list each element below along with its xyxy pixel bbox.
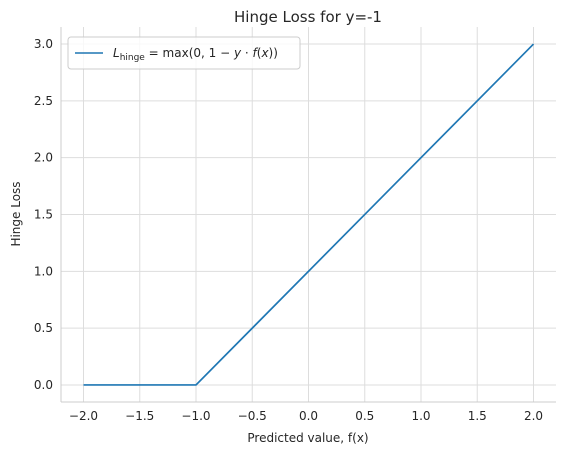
legend: Lhinge = max(0, 1 − y · f(x)) <box>67 36 301 70</box>
tick-labels: −2.0 −1.5 −1.0 −0.5 0.0 0.5 1.0 1.5 2.0 0.0 0.5 1.0… <box>34 37 543 423</box>
x-tick-label: −1.5 <box>125 409 154 423</box>
legend-box <box>67 36 301 70</box>
chart-title: Hinge Loss for y=-1 <box>234 8 382 26</box>
x-tick-label: 1.5 <box>468 409 487 423</box>
x-tick-label: −1.0 <box>181 409 210 423</box>
y-tick-label: 1.0 <box>34 264 53 278</box>
y-tick-label: 1.5 <box>34 208 53 222</box>
x-axis-label: Predicted value, f(x) <box>247 431 368 445</box>
x-tick-label: 0.0 <box>299 409 318 423</box>
y-axis-label: Hinge Loss <box>9 181 23 246</box>
y-tick-label: 2.5 <box>34 94 53 108</box>
y-tick-label: 0.5 <box>34 321 53 335</box>
x-tick-label: 0.5 <box>355 409 374 423</box>
x-tick-label: 2.0 <box>524 409 543 423</box>
legend-label: Lhinge = max(0, 1 − y · f(x)) <box>113 46 278 63</box>
y-tick-label: 3.0 <box>34 37 53 51</box>
series-layer <box>83 43 535 386</box>
series-line <box>83 43 535 386</box>
grid-lines <box>61 27 556 402</box>
x-tick-label: −2.0 <box>69 409 98 423</box>
x-tick-label: −0.5 <box>238 409 267 423</box>
x-tick-label: 1.0 <box>411 409 430 423</box>
y-tick-label: 2.0 <box>34 151 53 165</box>
y-tick-label: 0.0 <box>34 378 53 392</box>
